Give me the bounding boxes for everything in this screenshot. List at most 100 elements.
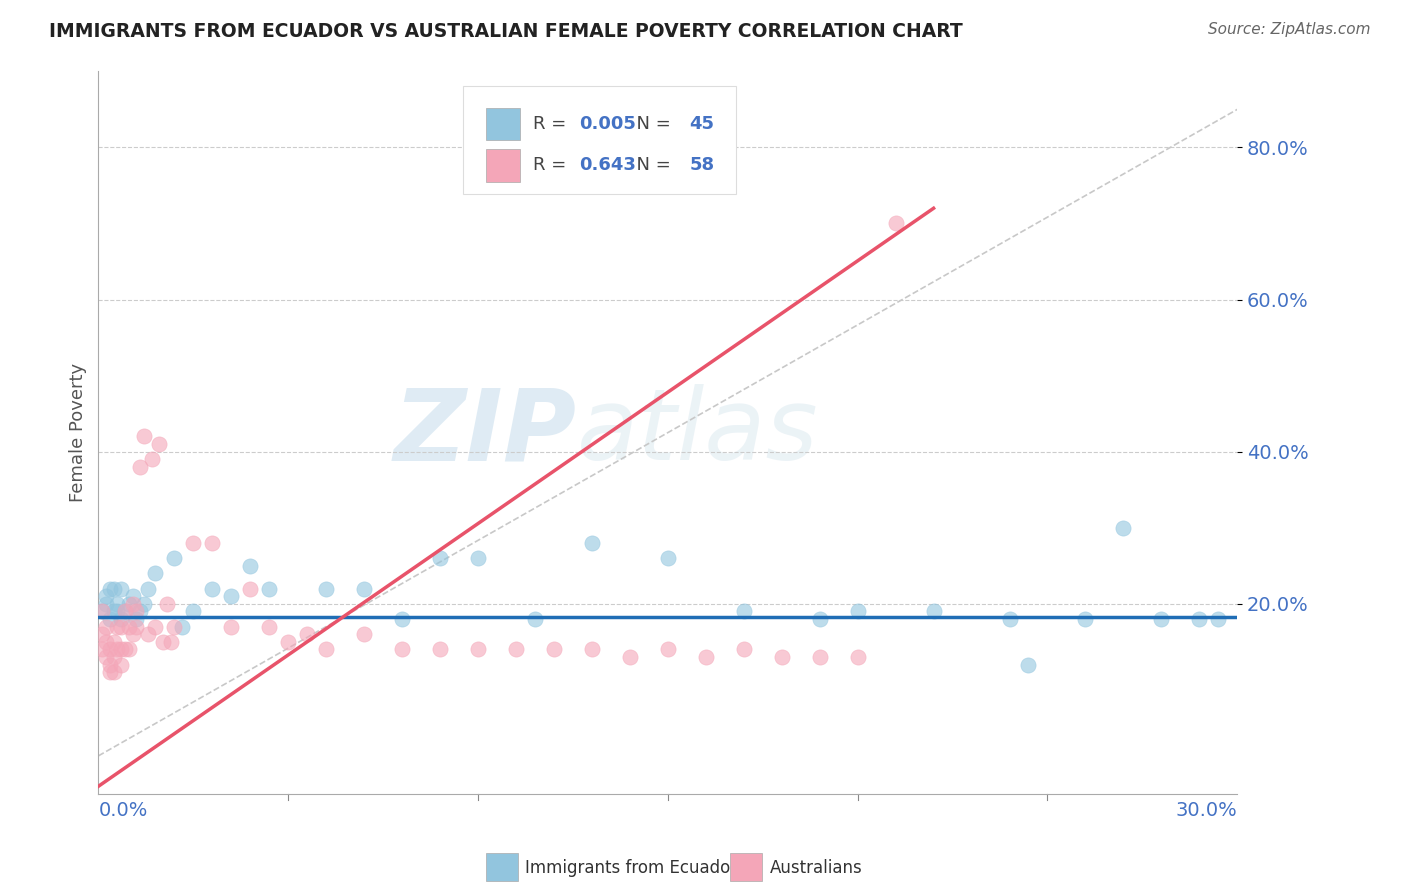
Point bbox=[581, 642, 603, 657]
Point bbox=[259, 619, 281, 633]
Point bbox=[846, 650, 869, 665]
Point bbox=[129, 459, 152, 474]
Point bbox=[125, 619, 148, 633]
Point bbox=[98, 642, 121, 657]
Point bbox=[94, 597, 117, 611]
Point bbox=[98, 665, 121, 680]
Point bbox=[103, 650, 125, 665]
Point bbox=[107, 597, 129, 611]
Point bbox=[132, 429, 155, 443]
Point bbox=[429, 551, 451, 566]
Text: R =: R = bbox=[533, 156, 572, 174]
Text: IMMIGRANTS FROM ECUADOR VS AUSTRALIAN FEMALE POVERTY CORRELATION CHART: IMMIGRANTS FROM ECUADOR VS AUSTRALIAN FE… bbox=[49, 22, 963, 41]
Point bbox=[114, 604, 136, 618]
Point bbox=[581, 536, 603, 550]
Point bbox=[1208, 612, 1230, 626]
Point bbox=[118, 642, 141, 657]
Point bbox=[98, 582, 121, 596]
Text: 45: 45 bbox=[689, 115, 714, 133]
Point bbox=[277, 634, 299, 648]
Point bbox=[132, 597, 155, 611]
Point bbox=[94, 589, 117, 603]
Point bbox=[125, 604, 148, 618]
Point bbox=[103, 634, 125, 648]
Text: 58: 58 bbox=[689, 156, 714, 174]
Point bbox=[141, 452, 163, 467]
Point bbox=[543, 642, 565, 657]
Text: 0.0%: 0.0% bbox=[98, 802, 148, 821]
Text: 0.643: 0.643 bbox=[579, 156, 636, 174]
Point bbox=[91, 604, 114, 618]
Point bbox=[259, 582, 281, 596]
Text: 30.0%: 30.0% bbox=[1175, 802, 1237, 821]
Point bbox=[136, 627, 159, 641]
Text: Immigrants from Ecuador: Immigrants from Ecuador bbox=[526, 859, 738, 877]
FancyBboxPatch shape bbox=[485, 853, 517, 880]
Point bbox=[353, 582, 375, 596]
Point bbox=[657, 551, 679, 566]
Point bbox=[110, 619, 132, 633]
Point bbox=[1150, 612, 1173, 626]
Point bbox=[808, 650, 831, 665]
Point bbox=[733, 604, 755, 618]
Point bbox=[103, 604, 125, 618]
Point bbox=[94, 634, 117, 648]
Text: ZIP: ZIP bbox=[394, 384, 576, 481]
Point bbox=[163, 551, 186, 566]
Point bbox=[163, 619, 186, 633]
Point bbox=[524, 612, 547, 626]
Point bbox=[315, 642, 337, 657]
Point bbox=[129, 604, 152, 618]
Point bbox=[201, 536, 224, 550]
Point bbox=[808, 612, 831, 626]
Point bbox=[922, 604, 945, 618]
Point bbox=[1018, 657, 1040, 672]
Point bbox=[152, 634, 174, 648]
Point bbox=[1074, 612, 1097, 626]
FancyBboxPatch shape bbox=[463, 86, 737, 194]
FancyBboxPatch shape bbox=[485, 108, 520, 140]
Point bbox=[1112, 521, 1135, 535]
Point bbox=[145, 566, 167, 581]
Point bbox=[107, 619, 129, 633]
Point bbox=[121, 597, 143, 611]
Point bbox=[91, 604, 114, 618]
Point bbox=[998, 612, 1021, 626]
Point bbox=[183, 536, 205, 550]
Point bbox=[884, 217, 907, 231]
Point bbox=[110, 582, 132, 596]
Point bbox=[107, 604, 129, 618]
Point bbox=[467, 551, 489, 566]
Point bbox=[156, 597, 179, 611]
Point bbox=[221, 619, 243, 633]
Text: atlas: atlas bbox=[576, 384, 818, 481]
Point bbox=[103, 665, 125, 680]
Point bbox=[467, 642, 489, 657]
Point bbox=[239, 558, 262, 573]
Point bbox=[91, 627, 114, 641]
Point bbox=[110, 657, 132, 672]
Point bbox=[145, 619, 167, 633]
Point bbox=[183, 604, 205, 618]
Point bbox=[121, 589, 143, 603]
Point bbox=[505, 642, 527, 657]
Point bbox=[118, 619, 141, 633]
Text: N =: N = bbox=[624, 115, 676, 133]
Point bbox=[110, 642, 132, 657]
Point bbox=[391, 612, 413, 626]
Point bbox=[770, 650, 793, 665]
Point bbox=[201, 582, 224, 596]
Point bbox=[125, 612, 148, 626]
Point bbox=[391, 642, 413, 657]
Point bbox=[110, 612, 132, 626]
Text: Source: ZipAtlas.com: Source: ZipAtlas.com bbox=[1208, 22, 1371, 37]
Point bbox=[114, 642, 136, 657]
Text: N =: N = bbox=[624, 156, 676, 174]
Text: 0.005: 0.005 bbox=[579, 115, 636, 133]
Point bbox=[98, 612, 121, 626]
Point bbox=[657, 642, 679, 657]
Point bbox=[94, 650, 117, 665]
Point bbox=[148, 437, 170, 451]
Point bbox=[170, 619, 193, 633]
Point bbox=[91, 642, 114, 657]
